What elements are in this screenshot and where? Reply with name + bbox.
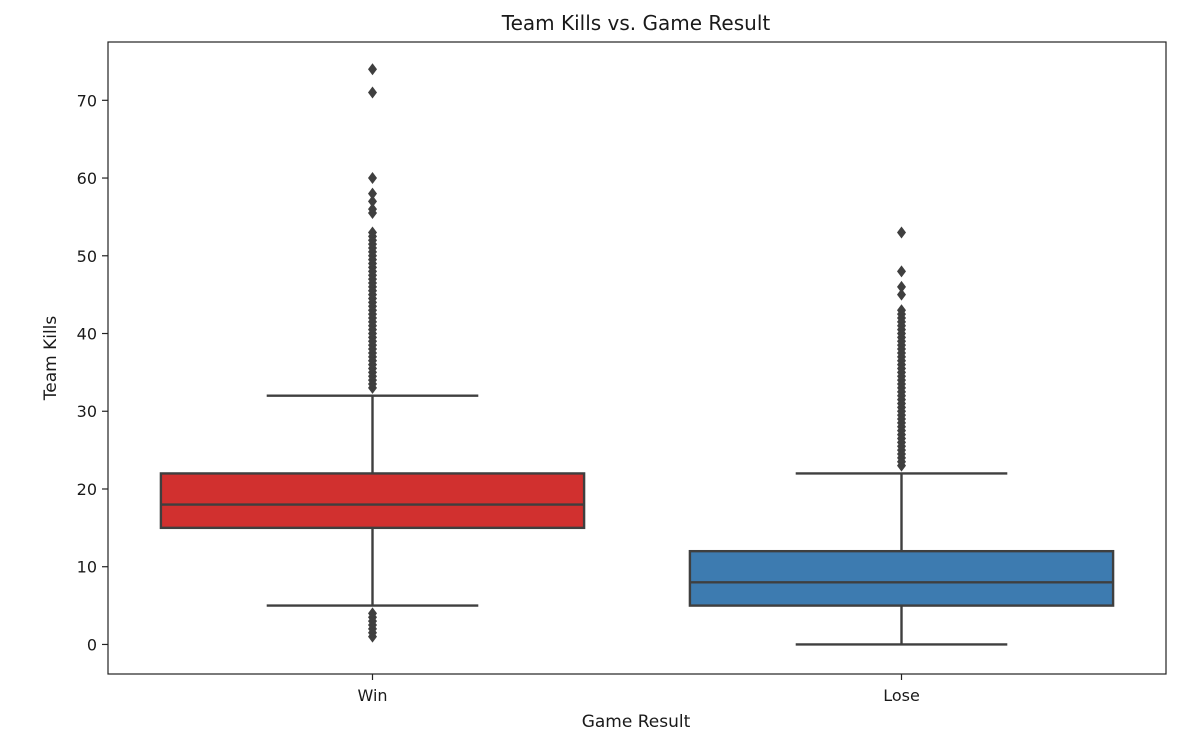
y-tick-label: 20 [77, 480, 97, 499]
outlier-point [368, 203, 377, 216]
plot-area-frame [107, 41, 1167, 675]
y-axis-label: Team Kills [41, 316, 61, 402]
outlier-point [897, 288, 906, 301]
outlier-point [897, 280, 906, 293]
x-axis-ticks: Win Lose [357, 674, 920, 705]
box-group-lose [688, 226, 1115, 646]
chart-title: Team Kills vs. Game Result [501, 11, 771, 35]
outlier-point [368, 195, 377, 208]
outlier-point [897, 304, 906, 317]
outlier-point [897, 265, 906, 278]
outlier-point [368, 607, 377, 620]
y-tick-label: 60 [77, 169, 97, 188]
outlier-point [368, 226, 377, 239]
y-tick-label: 10 [77, 558, 97, 577]
y-tick-label: 30 [77, 402, 97, 421]
y-tick-label: 0 [87, 635, 97, 654]
x-tick-label: Win [357, 686, 387, 705]
outlier-point [368, 172, 377, 185]
x-tick-label: Lose [883, 686, 920, 705]
box-iqr [688, 549, 1115, 607]
box-iqr [159, 472, 586, 530]
outlier-point [368, 63, 377, 76]
y-tick-label: 40 [77, 325, 97, 344]
y-tick-label: 70 [77, 91, 97, 110]
y-axis-ticks: 0 10 20 30 40 50 60 70 [77, 91, 108, 654]
boxes-layer [159, 63, 1115, 646]
y-tick-label: 50 [77, 247, 97, 266]
outlier-point [368, 86, 377, 99]
x-axis-label: Game Result [582, 712, 691, 732]
outlier-point [368, 187, 377, 200]
outlier-point [897, 226, 906, 239]
box-group-win [159, 63, 586, 643]
